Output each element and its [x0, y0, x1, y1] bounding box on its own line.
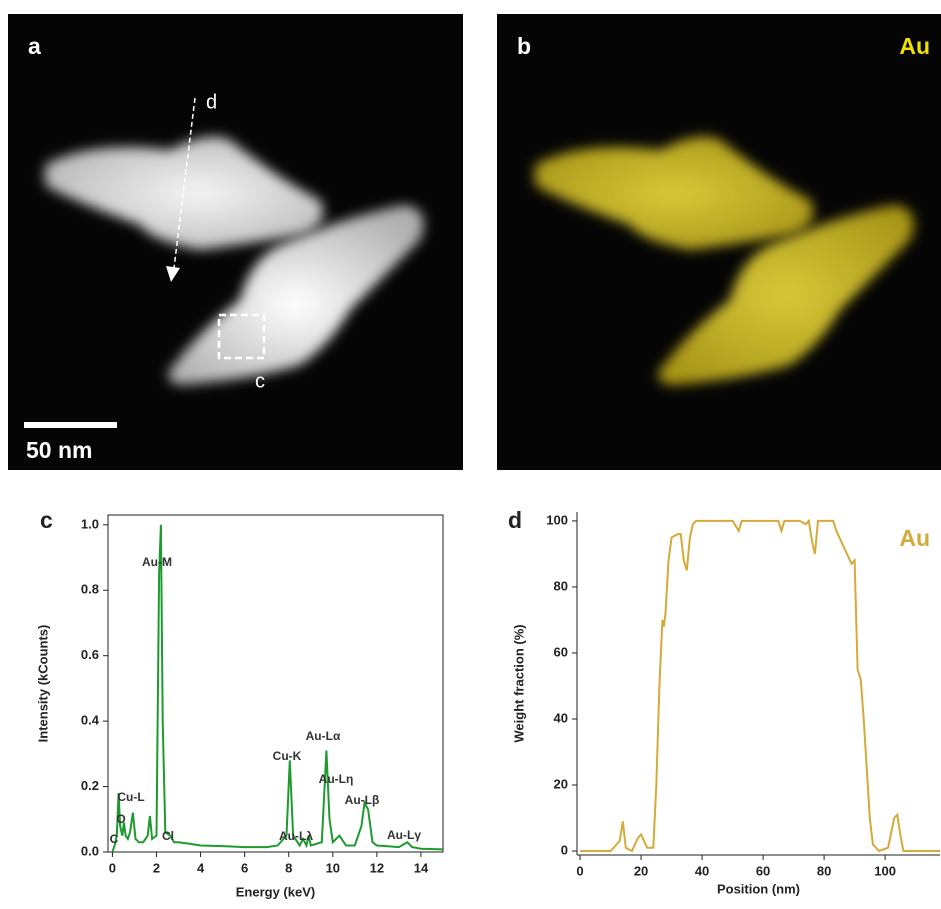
- x-tick-label: 4: [197, 860, 205, 875]
- panel-label: d: [508, 507, 522, 533]
- y-tick-label: 0.6: [81, 647, 99, 662]
- x-tick-label: 2: [153, 860, 160, 875]
- particle: [45, 136, 324, 250]
- peak-label: C: [110, 832, 119, 846]
- y-tick-label: 40: [554, 710, 568, 725]
- annotation: d: [206, 91, 217, 113]
- y-tick-label: 20: [554, 776, 568, 791]
- x-tick-label: 0: [576, 863, 583, 878]
- peak-label: Au-Lα: [306, 729, 341, 743]
- data-line: [111, 524, 443, 852]
- line-scan-arrow: [173, 97, 196, 269]
- peak-label: O: [116, 812, 125, 826]
- y-axis-title: Weight fraction (%): [511, 624, 526, 742]
- x-tick-label: 6: [241, 860, 248, 875]
- annotation: c: [255, 370, 265, 392]
- particle: [167, 205, 424, 385]
- plot-frame: [107, 514, 444, 853]
- peak-label: Au-Lη: [319, 772, 354, 786]
- particle-map: [657, 205, 914, 385]
- y-tick-label: 0: [561, 842, 568, 857]
- y-tick-label: 100: [546, 512, 568, 527]
- region-box: [217, 313, 266, 360]
- x-tick-label: 60: [756, 863, 770, 878]
- x-tick-label: 12: [370, 860, 384, 875]
- x-tick-label: 8: [285, 860, 292, 875]
- panel-label: b: [517, 33, 531, 59]
- y-tick-label: 0.8: [81, 582, 99, 597]
- x-tick-label: 40: [695, 863, 709, 878]
- y-tick-label: 1.0: [81, 516, 99, 531]
- y-tick-label: 0.4: [81, 713, 100, 728]
- element-label: Au: [899, 33, 930, 59]
- x-tick-label: 14: [414, 860, 429, 875]
- y-tick-label: 60: [554, 644, 568, 659]
- y-tick-label: 0.2: [81, 778, 99, 793]
- data-line: [580, 518, 940, 853]
- x-axis-title: Energy (keV): [236, 884, 315, 899]
- x-tick-label: 0: [109, 860, 116, 875]
- x-tick-label: 20: [634, 863, 648, 878]
- panel-label: c: [40, 507, 53, 533]
- peak-label: Cl: [162, 829, 174, 843]
- arrow-head: [166, 266, 180, 282]
- x-tick-label: 80: [817, 863, 831, 878]
- peak-label: Au-Lλ: [279, 829, 313, 843]
- peak-label: Cu-L: [117, 790, 144, 804]
- x-axis-title: Position (nm): [717, 881, 800, 896]
- particle-map: [535, 136, 814, 250]
- peak-label: Au-Lγ: [387, 828, 421, 842]
- scale-bar-label: 50 nm: [26, 437, 92, 463]
- x-tick-label: 100: [874, 863, 896, 878]
- x-tick-label: 10: [326, 860, 340, 875]
- peak-label: Au-Lβ: [345, 793, 380, 807]
- y-tick-label: 0.0: [81, 843, 99, 858]
- peak-label: Cu-K: [273, 749, 302, 763]
- panel-label: a: [28, 33, 41, 59]
- peak-label: Au-M: [142, 555, 172, 569]
- y-axis-title: Intensity (kCounts): [35, 625, 50, 743]
- legend-label: Au: [899, 525, 930, 551]
- y-tick-label: 80: [554, 578, 568, 593]
